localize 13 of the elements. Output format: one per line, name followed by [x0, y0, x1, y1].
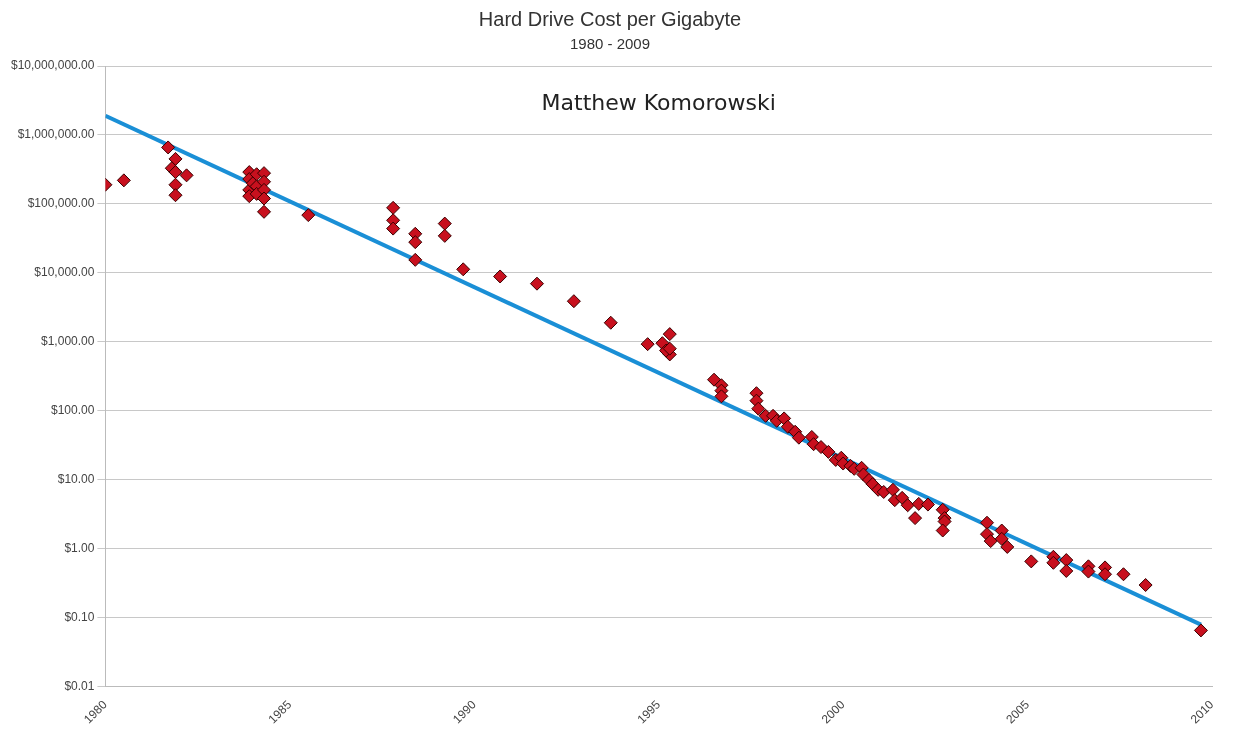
chart-title: Hard Drive Cost per Gigabyte — [478, 7, 742, 30]
annotation: Matthew Komorowski — [541, 89, 776, 115]
y-tick-label: $1.00 — [64, 541, 95, 556]
y-tick-label: $100,000.00 — [27, 196, 95, 211]
y-tick-label: $1,000.00 — [41, 334, 95, 349]
y-tick-label: $100.00 — [51, 403, 95, 418]
y-tick-label: $10,000.00 — [34, 265, 95, 280]
y-tick-label: $1,000,000.00 — [17, 127, 95, 142]
y-tick-label: $0.01 — [64, 679, 95, 694]
chart-subtitle: 1980 - 2009 — [569, 35, 651, 53]
y-tick-label: $0.10 — [64, 610, 95, 625]
y-tick-label: $10,000,000.00 — [10, 58, 95, 73]
y-tick-label: $10.00 — [57, 472, 95, 487]
